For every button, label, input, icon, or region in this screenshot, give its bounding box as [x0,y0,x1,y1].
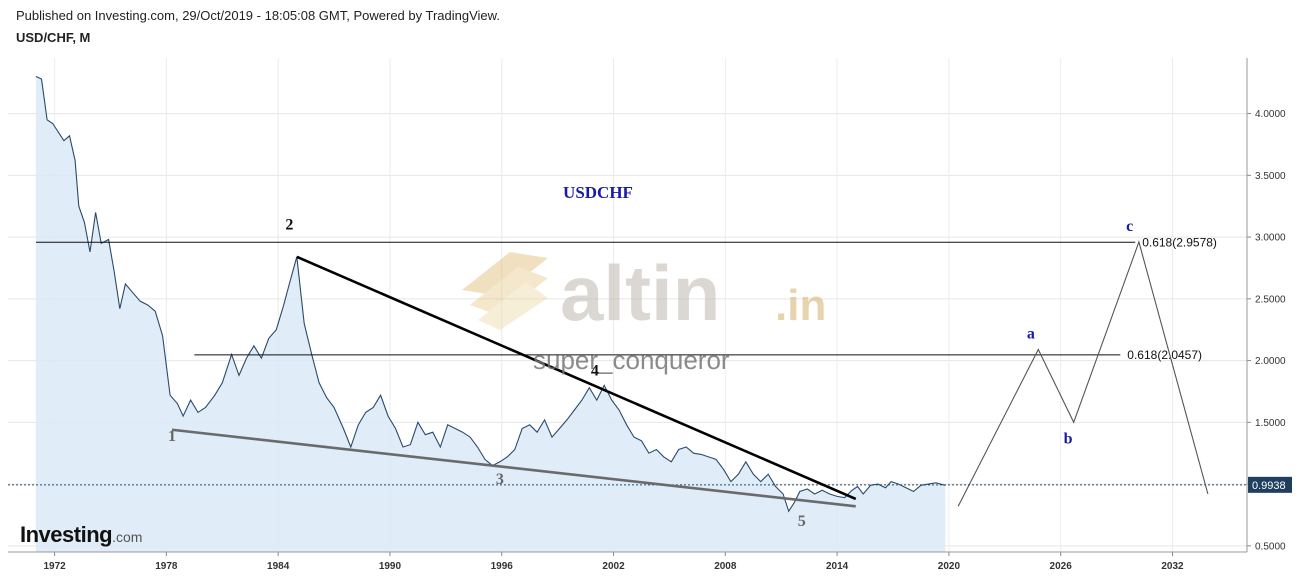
wave-label-c: c [1126,218,1133,235]
x-tick-label: 1978 [155,561,178,572]
logo-main-text: Investing [20,522,113,547]
wave-label-3: 3 [496,471,504,488]
wave-labels: 1 2 3 4 5 a b c [168,217,1133,530]
watermark-logo-icon [462,252,548,330]
logo-suffix-text: .com [112,529,143,545]
x-tick-label: 2032 [1161,561,1184,572]
watermark: altin .in [462,249,826,337]
projection [957,240,1209,507]
price-area [8,75,1247,552]
current-price-tag-text: 0.9938 [1252,480,1286,492]
y-tick-label: 3.5000 [1255,171,1286,182]
current-price-tag-bg [1248,476,1292,493]
investing-logo: Investing.com [20,522,142,548]
watermark-brand: altin [560,249,720,337]
price-line [35,75,946,513]
upper-trendline [296,255,857,501]
y-tick-label: 4.0000 [1255,109,1286,120]
wave-label-5: 5 [798,513,806,530]
published-line: Published on Investing.com, 29/Oct/2019 … [16,8,500,23]
x-tick-label: 2008 [714,561,737,572]
watermark-username: super_conqueror [533,345,730,375]
chart-title: USDCHF [563,183,633,202]
x-tick-label: 1990 [379,561,402,572]
y-tick-label: 2.5000 [1255,294,1286,305]
projection-path [957,240,1209,507]
fib-levels: 0.618(2.9578) 0.618(2.0457) [35,235,1217,362]
chart-header: Published on Investing.com, 29/Oct/2019 … [16,8,500,45]
wave-label-1: 1 [168,428,176,445]
price-area-fill [35,76,946,552]
wave-label-2: 2 [285,217,293,234]
fib-label: 0.618(2.0457) [1127,348,1202,362]
wave-label-b: b [1064,430,1073,447]
x-tick-label: 2014 [826,561,849,572]
y-tick-label: 3.0000 [1255,233,1286,244]
y-tick-label: 1.5000 [1255,418,1286,429]
current-price-tag: 0.9938 [1248,476,1292,493]
trendlines [171,255,857,508]
wave-label-4: 4 [591,362,599,379]
lower-trendline [171,428,856,508]
x-tick-label: 2002 [602,561,625,572]
y-tick-label: 0.5000 [1255,541,1286,552]
x-tick-label: 1972 [43,561,66,572]
fib-label: 0.618(2.9578) [1142,235,1217,249]
x-tick-label: 1984 [267,561,290,572]
wave-label-a: a [1027,325,1035,342]
watermark-tld: .in [775,281,826,330]
y-tick-label: 2.0000 [1255,356,1286,367]
symbol-label: USD/CHF, M [16,30,91,45]
x-tick-label: 2026 [1050,561,1073,572]
x-tick-label: 2020 [938,561,961,572]
x-tick-label: 1996 [491,561,514,572]
